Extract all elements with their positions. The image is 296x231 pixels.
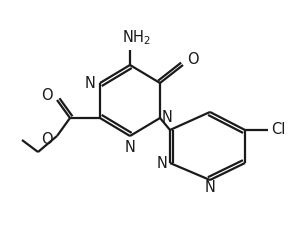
Text: NH$_2$: NH$_2$ <box>121 29 150 47</box>
Text: O: O <box>187 52 199 67</box>
Text: N: N <box>162 110 173 125</box>
Text: Cl: Cl <box>271 122 285 137</box>
Text: O: O <box>41 133 53 148</box>
Text: N: N <box>125 140 136 155</box>
Text: O: O <box>41 88 53 103</box>
Text: N: N <box>157 155 168 170</box>
Text: N: N <box>85 76 95 91</box>
Text: N: N <box>205 180 215 195</box>
